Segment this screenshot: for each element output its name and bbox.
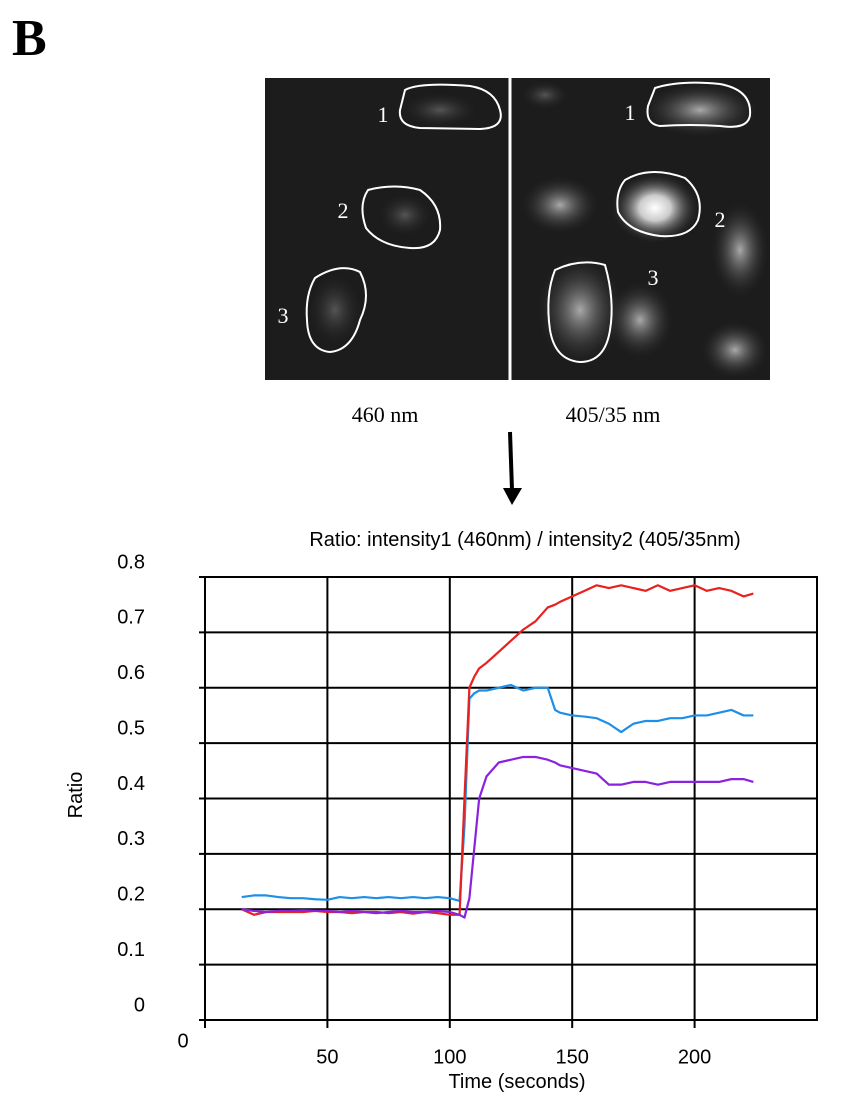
cell-label: 1 [625, 100, 636, 125]
cell-label: 3 [648, 265, 659, 290]
x-tick-label: 50 [316, 1046, 338, 1068]
cell-outline [361, 185, 442, 250]
cell-glow [377, 193, 433, 237]
x-tick-label: 100 [433, 1046, 466, 1068]
cell-outline [616, 170, 701, 238]
y-tick-label: 0 [134, 994, 145, 1016]
x-tick-label: 200 [678, 1046, 711, 1068]
y-axis-label: Ratio [65, 772, 87, 819]
series-line [241, 755, 754, 919]
y-tick-label: 0.8 [117, 551, 145, 573]
chart-title: Ratio: intensity1 (460nm) / intensity2 (… [309, 529, 740, 551]
cell-glow [710, 200, 770, 300]
y-tick-label: 0.1 [117, 939, 145, 961]
series-line [241, 584, 754, 916]
cell-glow [307, 272, 363, 348]
cell-glow [640, 82, 760, 138]
cell-glow [700, 320, 770, 380]
cell-glow [605, 280, 675, 360]
image-caption: 405/35 nm [566, 402, 661, 427]
arrow-head [503, 488, 522, 505]
y-tick-label: 0.2 [117, 884, 145, 906]
x-tick-label: 150 [556, 1046, 589, 1068]
x-axis-label: Time (seconds) [448, 1071, 585, 1093]
arrow-shaft [508, 431, 514, 491]
cell-outline [547, 261, 613, 364]
y-tick-label: 0.4 [117, 773, 145, 795]
y-tick-label: 0.5 [117, 717, 145, 739]
cell-label: 1 [378, 102, 389, 127]
panel-label: B [12, 10, 47, 67]
cell-glow [610, 172, 700, 244]
y-tick-label: 0.6 [117, 662, 145, 684]
cell-glow [400, 92, 480, 128]
cell-label: 2 [338, 198, 349, 223]
cell-outline [398, 83, 502, 131]
cell-glow [520, 80, 570, 110]
plot: 0 0.1 0.2 0.3 0.4 0.5 0.6 0.7 0.8 0 50 100 150 200 [117, 551, 818, 1068]
y-tick-label: 0.3 [117, 828, 145, 850]
cell-glow [520, 175, 600, 235]
plot-frame [204, 576, 818, 1021]
micrographs: 1 2 3 1 2 3 [265, 78, 770, 380]
cell-glow [535, 252, 625, 368]
image-caption: 460 nm [352, 402, 419, 427]
cell-label: 3 [278, 303, 289, 328]
cell-outline [305, 267, 367, 354]
x-tick-label: 0 [177, 1030, 188, 1052]
cell-label: 2 [715, 207, 726, 232]
cell-outline [646, 81, 752, 128]
series-line [241, 683, 754, 903]
y-tick-label: 0.7 [117, 607, 145, 629]
